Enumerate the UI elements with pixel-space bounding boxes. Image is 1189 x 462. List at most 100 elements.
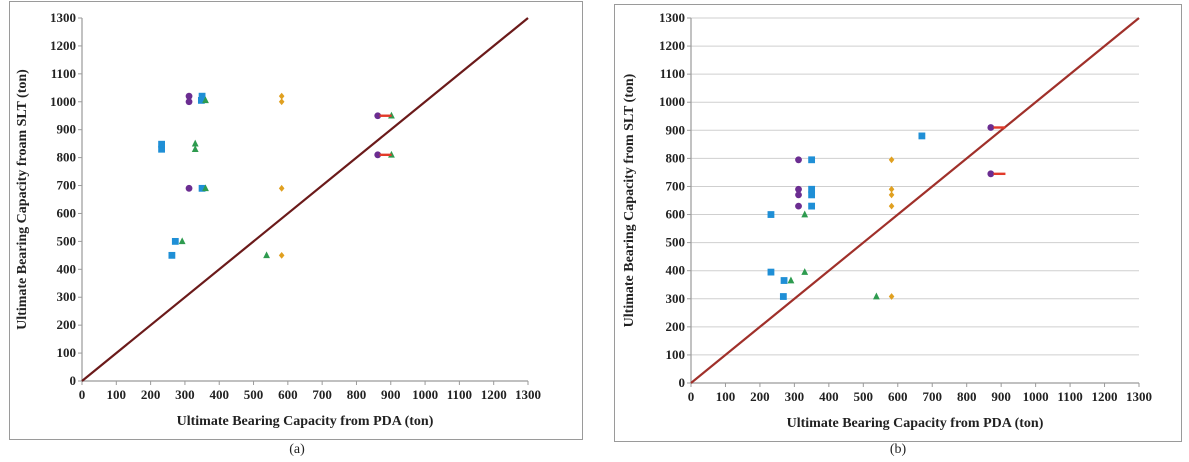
x-tick-label: 200 — [141, 387, 161, 402]
data-point-circle — [185, 98, 193, 106]
x-tick-label: 1200 — [481, 387, 507, 402]
data-point-square — [918, 132, 926, 140]
x-tick-label: 900 — [991, 389, 1011, 404]
data-point-circle — [987, 170, 995, 178]
y-tick-label: 1200 — [659, 38, 685, 53]
scatter-chart-a: 00 100 100 200 200 300 300 400 400 500 500 600 600 70… — [15, 10, 541, 429]
caption-a: (a) — [289, 442, 305, 457]
panel-b: 0 0 100 100 200 200 300 300 400 400 500 500 600 600 70… — [608, 0, 1189, 462]
y-tick-label: 1300 — [50, 10, 76, 25]
y-tick-label: 200 — [666, 319, 686, 334]
y-tick-label: 1000 — [50, 94, 76, 109]
data-point-square — [198, 92, 206, 100]
y-tick-label: 400 — [666, 263, 686, 278]
data-point-triangle — [191, 139, 199, 147]
data-point-square — [158, 145, 165, 153]
y-tick-label: 500 — [57, 233, 77, 248]
data-point-diamond — [278, 92, 285, 100]
y-tick-label: 200 — [57, 317, 77, 332]
y-tick-label: 400 — [57, 261, 77, 276]
x-tick-label: 1100 — [1057, 389, 1082, 404]
data-point-triangle — [801, 210, 809, 218]
data-point-triangle — [202, 96, 209, 104]
y-tick-label: 1300 — [659, 10, 685, 25]
x-tick-label: 1000 — [412, 387, 438, 402]
panel-a: 0 0 100 100 200 200 300 300 400 400 500 500 600 600 70… — [0, 0, 590, 462]
x-tick-label: 0 — [79, 387, 86, 402]
data-point-dash — [379, 153, 392, 157]
x-tick-label: 500 — [244, 387, 264, 402]
data-point-square — [808, 202, 816, 210]
data-point-circle — [185, 92, 193, 100]
x-tick-label: 1000 — [1023, 389, 1049, 404]
equality-line — [690, 17, 1140, 384]
data-point-square — [780, 277, 788, 284]
x-tick-label: 300 — [785, 389, 805, 404]
x-tick-label: 800 — [957, 389, 977, 404]
x-axis-title: Ultimate Bearing Capacity from PDA (ton) — [787, 416, 1044, 431]
data-point-square — [779, 293, 787, 300]
x-tick-label: 1200 — [1092, 389, 1118, 404]
x-tick-label: 800 — [347, 387, 367, 402]
data-point-square — [168, 251, 176, 259]
data-point-triangle — [873, 292, 880, 300]
data-point-dash — [993, 126, 1006, 129]
data-point-square — [171, 237, 179, 245]
y-tick-label: 800 — [666, 150, 686, 165]
data-point-triangle — [801, 268, 809, 275]
data-point-diamond — [888, 156, 895, 164]
data-point-square — [767, 211, 775, 218]
x-tick-label: 500 — [854, 389, 874, 404]
x-tick-label: 400 — [209, 387, 229, 402]
data-point-square — [808, 185, 816, 193]
data-point-square — [808, 156, 816, 164]
x-tick-label: 1300 — [515, 387, 541, 402]
data-point-diamond — [278, 98, 285, 106]
y-tick-label: 0 — [70, 373, 77, 388]
y-tick-label: 600 — [666, 207, 686, 222]
y-tick-label: 300 — [57, 289, 77, 304]
data-point-diamond — [278, 251, 285, 259]
data-point-diamond — [888, 293, 895, 300]
y-tick-label: 900 — [666, 122, 686, 137]
y-axis-title: Ultimate Bearing Capacity from SLT (ton) — [622, 73, 637, 327]
data-point-square — [198, 184, 206, 192]
data-point-triangle — [787, 276, 795, 284]
data-point-circle — [374, 151, 382, 159]
y-tick-label: 300 — [666, 291, 686, 306]
data-point-square — [808, 191, 816, 199]
data-point-triangle — [202, 184, 209, 192]
data-point-square — [767, 268, 775, 276]
x-tick-label: 200 — [750, 389, 770, 404]
y-tick-label: 100 — [57, 345, 77, 360]
x-tick-label: 1300 — [1126, 389, 1152, 404]
data-point-circle — [987, 124, 995, 131]
y-tick-label: 700 — [666, 178, 686, 193]
x-tick-label: 0 — [688, 389, 695, 404]
data-point-dash — [379, 114, 392, 117]
x-tick-label: 600 — [278, 387, 298, 402]
data-point-diamond — [888, 185, 895, 193]
x-tick-label: 600 — [888, 389, 908, 404]
y-tick-label: 100 — [666, 347, 686, 362]
data-point-square — [158, 140, 165, 148]
data-point-circle — [185, 184, 193, 192]
data-point-diamond — [888, 202, 895, 210]
y-tick-label: 700 — [57, 178, 77, 193]
data-point-diamond — [888, 191, 895, 199]
data-point-circle — [795, 191, 802, 199]
y-tick-label: 0 — [679, 375, 686, 390]
data-point-circle — [795, 185, 802, 193]
y-tick-label: 1000 — [659, 94, 685, 109]
x-tick-label: 100 — [107, 387, 127, 402]
data-point-diamond — [278, 184, 285, 192]
y-tick-label: 600 — [57, 205, 77, 220]
scatter-chart-b: 00 100 100 200 200 300 300 400 400 500 500 600 600 70… — [622, 10, 1152, 431]
data-point-circle — [795, 202, 802, 210]
x-tick-label: 400 — [819, 389, 839, 404]
y-tick-label: 1100 — [660, 66, 685, 81]
data-point-triangle — [263, 251, 270, 259]
y-axis-title: Ultimate Bearing Capacity froam SLT (ton… — [15, 69, 30, 330]
data-point-circle — [374, 112, 382, 120]
data-point-square — [197, 96, 205, 104]
